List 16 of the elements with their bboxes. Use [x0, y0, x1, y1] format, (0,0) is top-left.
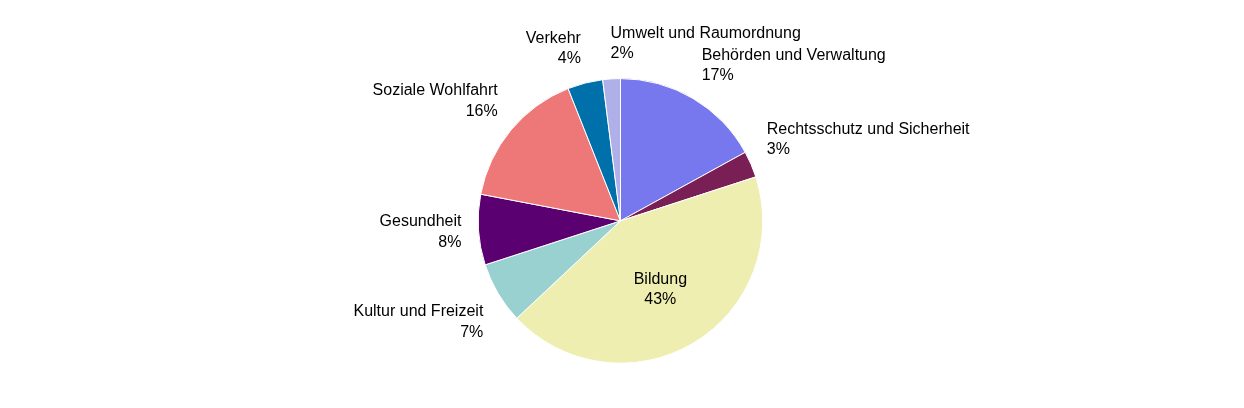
data-label: 2%	[610, 44, 634, 62]
slice-label: Behörden und Verwaltung	[701, 45, 886, 63]
slice-label: Kultur und Freizeit	[353, 302, 484, 320]
data-label: 8%	[438, 232, 462, 250]
data-label: 3%	[766, 140, 790, 158]
slice-label: Rechtsschutz und Sicherheit	[766, 119, 971, 137]
slice-label: Soziale Wohlfahrt	[372, 81, 499, 99]
data-label: 4%	[557, 48, 581, 66]
data-label: 16%	[465, 101, 498, 119]
slice-label: Gesundheit	[379, 212, 462, 230]
slice-label: Bildung	[633, 269, 688, 287]
data-label: 43%	[644, 290, 677, 308]
slice-label: Umwelt und Raumordnung	[610, 23, 801, 41]
data-label: 17%	[701, 66, 734, 84]
data-label: 7%	[460, 322, 484, 340]
slice-label: Verkehr	[525, 28, 582, 46]
